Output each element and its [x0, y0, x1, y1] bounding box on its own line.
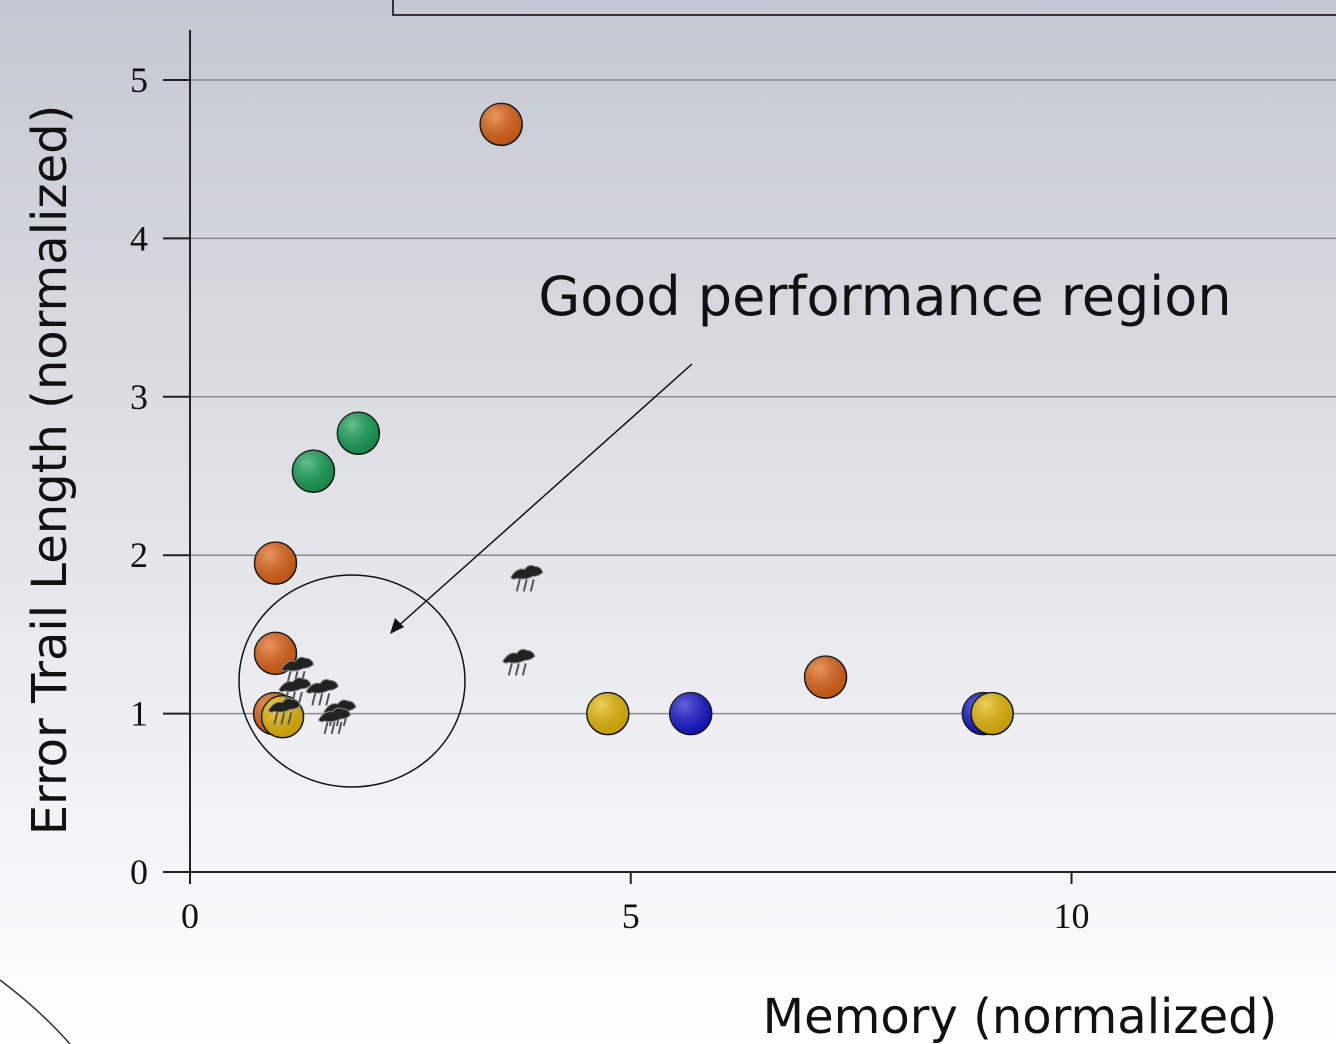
y-tick-label: 3 [130, 377, 148, 417]
y-tick-label: 2 [130, 535, 148, 575]
x-tick-label: 0 [181, 896, 199, 936]
page: {"chart_data": {"type": "scatter", "x_la… [0, 0, 1336, 1044]
x-tick-label: 5 [622, 896, 640, 936]
point-shine [255, 542, 297, 584]
point-shine [805, 656, 847, 698]
point [587, 693, 629, 735]
y-tick-label: 5 [130, 60, 148, 100]
point [480, 103, 522, 145]
y-tick-label: 0 [130, 852, 148, 892]
y-tick-label: 1 [130, 694, 148, 734]
point [971, 693, 1013, 735]
point-shine [670, 693, 712, 735]
x-tick-label: 10 [1054, 896, 1090, 936]
point [337, 412, 379, 454]
point-shine [480, 103, 522, 145]
x-axis-title: Memory (normalized) [763, 989, 1278, 1044]
point [255, 542, 297, 584]
chart: Good performance region Memory (normaliz… [0, 0, 1336, 1044]
point-shine [292, 450, 334, 492]
annotation: Good performance region [538, 265, 1231, 328]
y-axis-title: Error Trail Length (normalized) [22, 105, 78, 836]
point [292, 450, 334, 492]
point [805, 656, 847, 698]
point-shine [337, 412, 379, 454]
point-shine [971, 693, 1013, 735]
point [670, 693, 712, 735]
y-tick-label: 4 [130, 218, 148, 258]
background [0, 0, 1336, 1044]
point-shine [587, 693, 629, 735]
